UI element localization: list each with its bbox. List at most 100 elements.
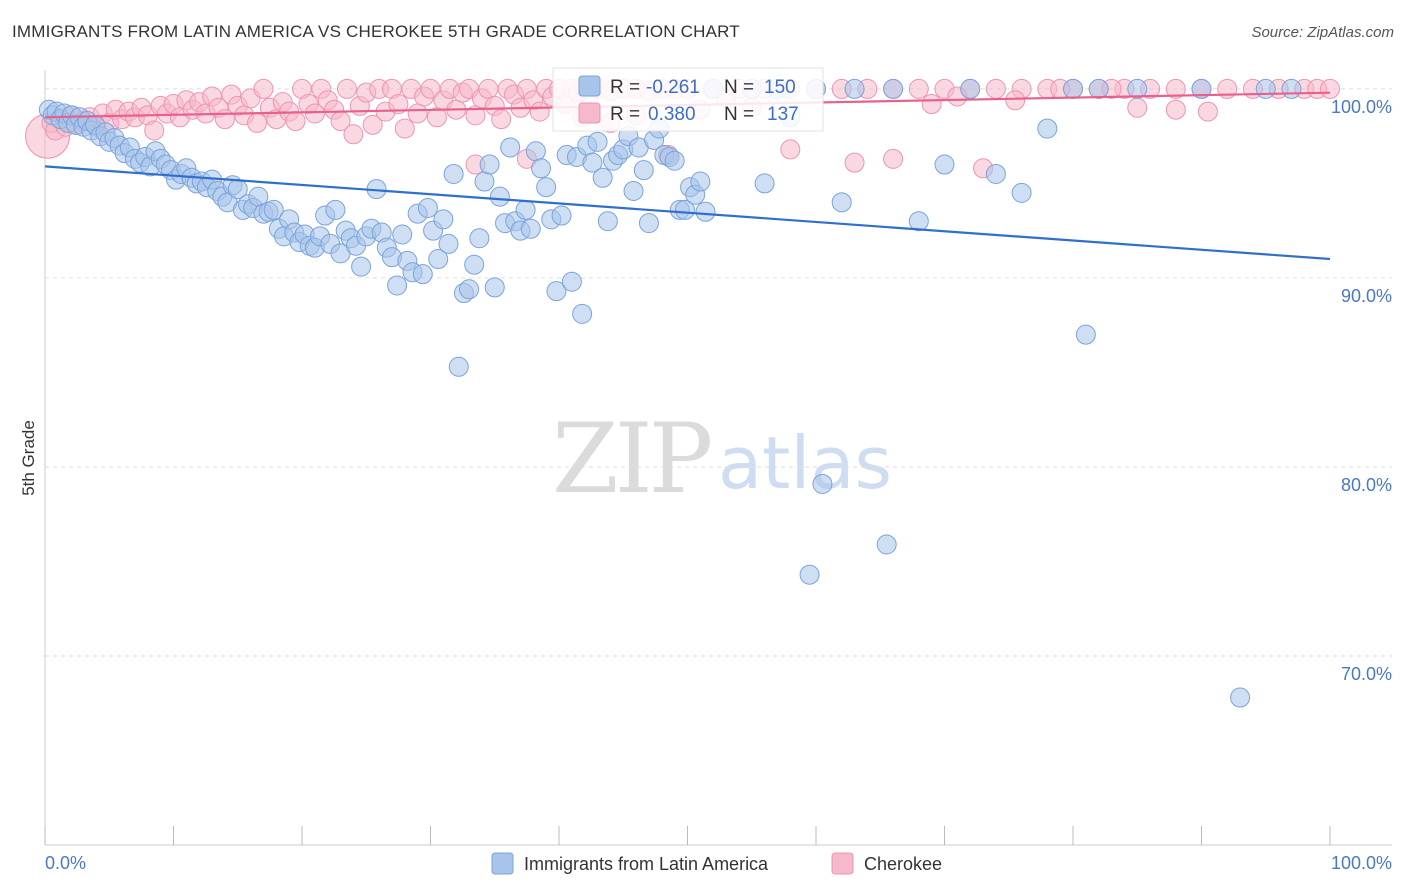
legend-label-cherokee: Cherokee <box>864 854 942 874</box>
stats-pink-n-value: 137 <box>767 104 799 125</box>
data-point-latin-america <box>448 356 469 377</box>
data-point-latin-america <box>531 158 552 179</box>
data-point-latin-america <box>1191 78 1212 99</box>
gridlines <box>45 88 1392 657</box>
data-point-latin-america <box>592 167 613 188</box>
data-point-cherokee <box>1197 101 1218 122</box>
stats-pink-r-label: R = <box>610 104 640 125</box>
stats-blue-n-label: N = <box>724 77 754 98</box>
data-point-latin-america <box>428 249 449 270</box>
stats-pink-r-value: 0.380 <box>648 104 696 125</box>
data-point-latin-america <box>754 173 775 194</box>
data-point-cherokee <box>1165 99 1186 120</box>
data-point-cherokee <box>491 109 512 130</box>
data-point-latin-america <box>597 211 618 232</box>
data-point-latin-america <box>572 303 593 324</box>
data-point-latin-america <box>831 192 852 213</box>
stats-blue-r-value: -0.261 <box>646 77 700 98</box>
data-point-latin-america <box>515 199 536 220</box>
data-point-latin-america <box>525 141 546 162</box>
data-point-latin-america <box>263 199 284 220</box>
series-latin-america-points <box>38 78 1302 708</box>
series-legend: Immigrants from Latin America Cherokee <box>491 852 942 875</box>
data-point-latin-america <box>1255 78 1276 99</box>
data-point-latin-america <box>664 150 685 171</box>
data-point-cherokee <box>394 118 415 139</box>
x-tick-label-max: 100.0% <box>1331 853 1392 873</box>
data-point-latin-america <box>520 218 541 239</box>
legend-swatch-latin-america <box>491 852 514 875</box>
stats-swatch-blue <box>578 75 601 97</box>
data-point-latin-america <box>985 163 1006 184</box>
watermark-atlas: atlas <box>718 421 892 505</box>
data-point-latin-america <box>623 180 644 201</box>
data-point-latin-america <box>690 171 711 192</box>
data-point-latin-america <box>500 137 521 158</box>
data-point-cherokee <box>343 124 364 145</box>
stats-pink-n-label: N = <box>724 104 754 125</box>
data-point-cherokee <box>144 120 165 141</box>
data-point-cherokee <box>336 78 357 99</box>
y-tick-label: 70.0% <box>1341 664 1392 684</box>
data-point-latin-america <box>638 213 659 234</box>
data-point-cherokee <box>985 78 1006 99</box>
data-point-latin-america <box>433 209 454 230</box>
data-point-cherokee <box>529 101 550 122</box>
y-axis-tick-labels: 70.0% 80.0% 90.0% 100.0% <box>1331 97 1392 684</box>
data-point-latin-america <box>325 199 346 220</box>
y-tick-label: 80.0% <box>1341 475 1392 495</box>
x-axis-ticks <box>44 826 1331 845</box>
data-point-cherokee <box>388 94 409 115</box>
data-point-cherokee <box>362 114 383 135</box>
data-point-cherokee <box>908 78 929 99</box>
data-point-latin-america <box>387 275 408 296</box>
data-point-latin-america <box>1127 78 1148 99</box>
data-point-latin-america <box>546 281 567 302</box>
data-point-latin-america <box>799 564 820 585</box>
data-point-cherokee <box>407 103 428 124</box>
data-point-latin-america <box>695 201 716 222</box>
data-point-latin-america <box>1037 118 1058 139</box>
data-point-latin-america <box>844 78 865 99</box>
y-tick-label: 90.0% <box>1341 286 1392 306</box>
data-point-cherokee <box>844 152 865 173</box>
data-point-latin-america <box>484 277 505 298</box>
data-point-latin-america <box>1075 324 1096 345</box>
data-point-latin-america <box>934 154 955 175</box>
data-point-latin-america <box>464 254 485 275</box>
data-point-latin-america <box>474 171 495 192</box>
data-point-cherokee <box>247 112 268 133</box>
data-point-cherokee <box>1005 90 1026 111</box>
data-point-latin-america <box>587 131 608 152</box>
stats-swatch-pink <box>578 102 601 124</box>
data-point-latin-america <box>960 78 981 99</box>
data-point-cherokee <box>883 148 904 169</box>
data-point-latin-america <box>1063 78 1083 99</box>
data-point-latin-america <box>1281 78 1302 99</box>
watermark-zip: ZIP <box>552 403 711 515</box>
data-point-latin-america <box>1230 687 1251 708</box>
data-point-latin-america <box>883 78 904 99</box>
x-tick-label-min: 0.0% <box>45 853 86 873</box>
stats-blue-n-value: 150 <box>764 77 796 98</box>
data-point-latin-america <box>633 160 654 181</box>
data-point-cherokee <box>478 78 499 99</box>
data-point-latin-america <box>674 199 695 220</box>
trend-line-latin-america <box>44 165 1331 261</box>
data-point-latin-america <box>561 271 582 292</box>
watermark: ZIP atlas <box>552 403 892 515</box>
data-point-latin-america <box>1011 182 1032 203</box>
chart-title: IMMIGRANTS FROM LATIN AMERICA VS CHEROKE… <box>12 22 740 41</box>
data-point-cherokee <box>1165 78 1186 99</box>
source-credit: Source: ZipAtlas.com <box>1251 24 1394 41</box>
data-point-latin-america <box>876 534 897 555</box>
data-point-latin-america <box>489 186 510 207</box>
data-point-latin-america <box>443 163 464 184</box>
stats-legend: R = -0.261 N = 150 R = 0.380 N = 137 <box>552 67 824 132</box>
data-point-latin-america <box>417 197 438 218</box>
data-point-cherokee <box>1127 97 1148 118</box>
data-point-cherokee <box>285 111 306 132</box>
data-point-latin-america <box>582 152 603 173</box>
data-point-latin-america <box>469 228 490 249</box>
